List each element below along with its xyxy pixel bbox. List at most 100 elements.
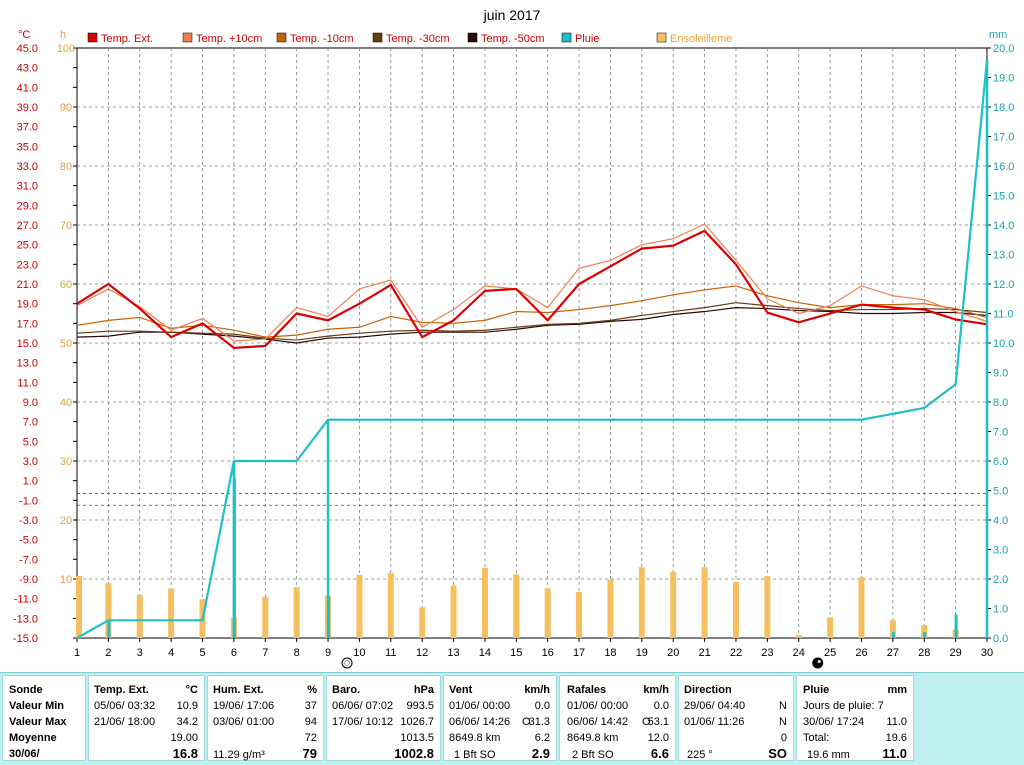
daily-rain-bar [923,632,927,638]
x-tick-label: 30 [981,647,993,659]
legend-swatch [656,32,667,43]
y-sun-tick-label: 50 [60,338,72,350]
direction-average: 0 [780,732,787,744]
daily-rain-bar [891,632,895,638]
series-lines [76,59,989,639]
x-tick-label: 9 [325,647,331,659]
sunshine-bar [827,617,834,638]
y-right-tick-label: 6.0 [993,456,1008,468]
legend-label: Temp. -50cm [481,33,545,45]
y-left-unit: °C [18,29,30,41]
x-tick-label: 21 [698,647,710,659]
sunshine-bar [481,567,488,638]
full-moon-icon [341,657,353,669]
y-sun-tick-label: 100 [57,43,75,55]
hum-current: 79 [302,746,317,761]
y-left-tick-label: -15.0 [13,633,38,645]
y-right-tick-label: 19.0 [993,73,1014,85]
legend-label: Temp. Ext. [101,33,153,45]
y-left-tick-label: 7.0 [23,417,38,429]
sunshine-bar [544,588,551,638]
x-tick-label: 3 [137,647,143,659]
y-right-tick-label: 1.0 [993,604,1008,616]
temp-current: 16.8 [172,746,198,761]
y-sun-tick-label: 10 [60,574,72,586]
sunshine-bar [795,635,802,638]
y-left-tick-label: -11.0 [14,594,38,606]
weather-chart: juin 2017 °C h mm Temp. Ext. Temp. +10cm T… [13,7,1015,669]
y-left-tick-label: 37.0 [17,122,38,134]
sunshine-bar [513,574,520,638]
x-tick-label: 22 [730,647,742,659]
y-left-tick-label: 27.0 [17,220,38,232]
y-right-tick-label: 10.0 [993,338,1014,350]
y-right-tick-label: 8.0 [993,397,1008,409]
y-right-tick-label: 5.0 [993,486,1008,498]
plot-frame [76,47,988,639]
legend-label: Temp. -30cm [386,33,450,45]
x-tick-label: 23 [761,647,773,659]
rain-current: 11.0 [882,746,907,761]
series-line [76,302,988,341]
y-right-tick-label: 15.0 [993,191,1014,203]
chart-legend: Temp. Ext. Temp. +10cm Temp. -10cm Temp. -3… [87,32,732,45]
y-right-tick-label: 20.0 [993,43,1014,55]
rain-max-date: 30/06/ 17:24 [803,716,865,728]
x-tick-label: 13 [447,647,459,659]
temp-max-date: 21/06/ 18:00 [94,716,156,728]
wind-unit: km/h [524,684,550,696]
hum-max-date: 03/06/ 01:00 [213,716,275,728]
gusts-unit: km/h [643,684,669,696]
gusts-min-date: 01/06/ 00:00 [567,700,629,712]
sunshine-bar [764,576,771,638]
temp-min-value: 10.9 [176,700,198,712]
sunshine-bar [450,585,457,638]
y-left-tick-label: 31.0 [17,181,38,193]
y-left-tick-label: 15.0 [17,338,38,350]
chart-axes: 45.043.041.039.037.035.033.031.029.027.0… [13,43,1015,659]
wind-min-value: 0.0 [534,700,550,712]
y-left-tick-label: -3.0 [19,515,38,527]
baro-max-date: 17/06/ 10:12 [332,716,394,728]
rain-days: Jours de pluie: 7 [803,700,884,712]
direction-column: Direction 29/06/ 04:40 N 01/06/ 11:26 N … [678,675,794,761]
x-tick-label: 27 [887,647,899,659]
summary-panel: Sonde Valeur Min Valeur Max Moyenne 30/0… [0,672,1024,765]
y-left-tick-label: 3.0 [23,456,38,468]
x-tick-label: 17 [573,647,585,659]
legend-label: Ensoleilleme [670,33,732,45]
gusts-header: Rafales [567,684,607,696]
x-tick-label: 2 [105,647,111,659]
y-right-tick-label: 11.0 [993,309,1014,321]
sunshine-bar [732,581,739,638]
legend-label: Temp. +10cm [196,33,262,45]
direction-min-date: 29/06/ 04:40 [684,700,746,712]
x-tick-label: 11 [385,647,396,659]
sunshine-bar [576,591,583,638]
y-left-tick-label: 11.0 [17,377,38,389]
wind-beaufort: 1 Bft SO [454,749,496,761]
baro-header: Baro. [332,684,361,696]
y-sun-tick-label: 40 [60,397,72,409]
y-left-tick-label: 25.0 [17,240,38,252]
hum-unit: % [307,684,317,696]
x-tick-label: 12 [416,647,428,659]
hum-average: 72 [304,732,317,744]
wind-max-value: 31.3 [528,716,550,728]
sunshine-bar [356,574,363,638]
sunshine-bar [419,607,426,638]
x-tick-label: 24 [793,647,805,659]
x-tick-label: 10 [353,647,365,659]
sunshine-bar [293,587,300,638]
y-left-tick-label: -1.0 [19,495,38,507]
y-left-tick-label: 43.0 [17,63,38,75]
gusts-distance: 8649.8 km [567,732,619,744]
temp-column: Temp. Ext. °C 05/06/ 03:32 10.9 21/06/ 1… [88,675,205,761]
series-line [76,59,989,639]
y-sun-tick-label: 20 [60,515,72,527]
y-sun-tick-label: 60 [60,279,72,291]
baro-current: 1002.8 [394,746,434,761]
hum-header: Hum. Ext. [213,684,264,696]
sunshine-bar [921,625,928,638]
y-right-tick-label: 3.0 [993,545,1008,557]
